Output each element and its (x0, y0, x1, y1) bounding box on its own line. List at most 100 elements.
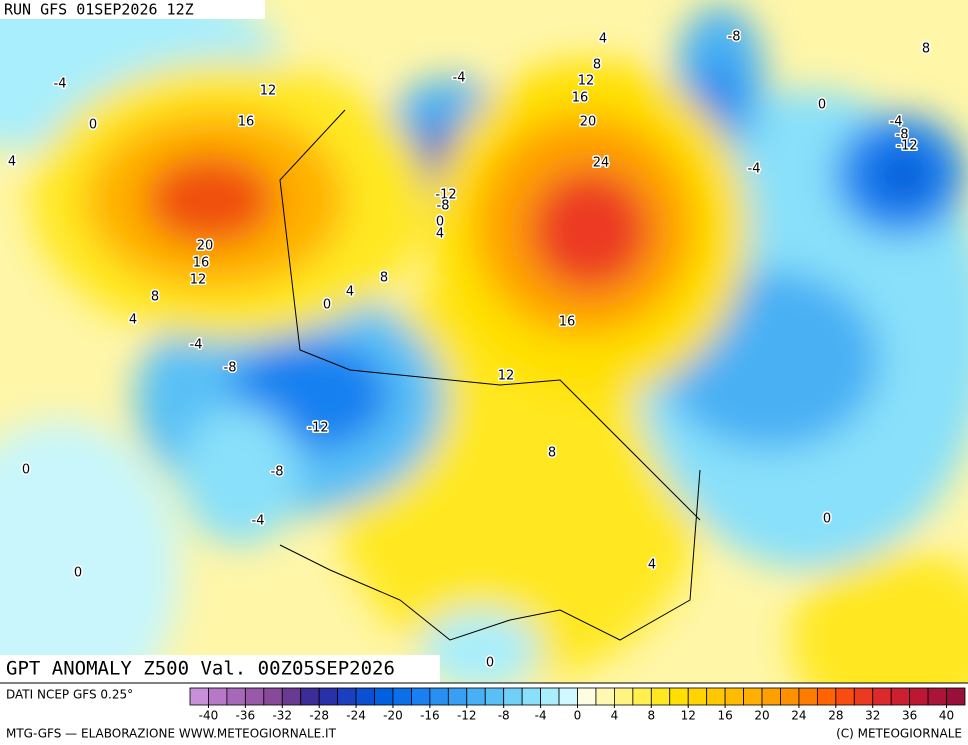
contour-label: -4 (190, 338, 203, 353)
tick-label: 32 (865, 709, 880, 723)
contour-label: 20 (580, 115, 597, 130)
contour-label: 20 (197, 239, 214, 254)
color-box (853, 687, 874, 706)
color-box (429, 687, 449, 706)
color-box (650, 687, 671, 706)
color-box (890, 687, 911, 706)
color-box (521, 687, 541, 706)
color-box (411, 687, 431, 706)
color-box (743, 687, 763, 706)
color-box (780, 687, 800, 706)
tick-label: -8 (498, 709, 510, 723)
color-box (484, 687, 505, 706)
contour-label: 0 (436, 215, 444, 230)
color-box (318, 687, 339, 706)
footer-right: (C) METEOGIORNALE (836, 727, 962, 741)
color-box (189, 687, 209, 706)
color-box (447, 687, 468, 706)
color-box (835, 687, 855, 706)
color-box (872, 687, 892, 706)
color-box (577, 687, 597, 706)
contour-label: 4 (648, 558, 656, 573)
contour-label: 0 (22, 463, 30, 478)
contour-label: 4 (8, 155, 16, 170)
tick-label: 4 (611, 709, 619, 723)
color-box (632, 687, 652, 706)
color-box (798, 687, 818, 706)
contour-label: 0 (486, 656, 494, 671)
contour-label: -4 (252, 514, 265, 529)
contour-label: -8 (437, 199, 450, 214)
contour-label: 0 (74, 566, 82, 581)
tick-label: -16 (420, 709, 440, 723)
footer-left: MTG-GFS — ELABORAZIONE WWW.METEOGIORNALE… (6, 727, 337, 741)
contour-label: -4 (890, 115, 903, 130)
color-box (208, 687, 228, 706)
contour-label: 12 (498, 369, 515, 384)
color-box (816, 687, 837, 706)
tick-label: -24 (346, 709, 366, 723)
contour-label: 8 (151, 290, 159, 305)
tick-label: -20 (383, 709, 403, 723)
color-box (927, 687, 947, 706)
contour-label: 8 (380, 271, 388, 286)
contour-label: 4 (599, 32, 607, 47)
contour-label: -12 (307, 421, 328, 436)
tick-label: -12 (457, 709, 477, 723)
color-box (706, 687, 726, 706)
tick-label: -4 (535, 709, 547, 723)
contour-label: -4 (54, 77, 67, 92)
contour-label: 8 (922, 42, 930, 57)
map: RUN GFS 01SEP2026 12Z GPT ANOMALY Z500 V… (0, 0, 968, 683)
color-box (263, 687, 283, 706)
tick-label: 36 (902, 709, 917, 723)
contour-label: 4 (346, 285, 354, 300)
color-box (355, 687, 375, 706)
color-box (300, 687, 320, 706)
color-box (281, 687, 302, 706)
color-box (503, 687, 523, 706)
color-box (337, 687, 357, 706)
contour-label: -8 (224, 361, 237, 376)
contour-label: -8 (271, 465, 284, 480)
contour-label: 8 (548, 446, 556, 461)
tick-label: 0 (574, 709, 582, 723)
colorbar: -40 -36 -32 -28 -24 -20 -16 -12 -8 -4 0 4 8 12 16 20 24 2… (189, 687, 966, 723)
color-box (946, 687, 966, 706)
tick-label: -36 (236, 709, 256, 723)
contour-label: 16 (238, 115, 255, 130)
color-box (761, 687, 781, 706)
color-box (614, 687, 634, 706)
contour-label: 0 (818, 98, 826, 113)
color-box (687, 687, 708, 706)
color-box (466, 687, 486, 706)
run-label: RUN GFS 01SEP2026 12Z (4, 1, 194, 19)
color-box (226, 687, 246, 706)
color-box (724, 687, 744, 706)
contour-label: 12 (260, 84, 277, 99)
contour-label: 12 (190, 273, 207, 288)
contour-label: -12 (896, 139, 917, 154)
tick-label: -40 (199, 709, 219, 723)
map-title: GPT ANOMALY Z500 Val. 00Z05SEP2026 (6, 658, 395, 680)
tick-label: 12 (681, 709, 696, 723)
contour-label: 0 (323, 298, 331, 313)
contour-label: -8 (728, 30, 741, 45)
contour-label: -12 (435, 188, 456, 203)
contour-label: 4 (129, 313, 137, 328)
tick-label: 24 (791, 709, 806, 723)
color-box (540, 687, 560, 706)
tick-label: 16 (717, 709, 732, 723)
color-box (558, 687, 578, 706)
tick-label: 28 (828, 709, 843, 723)
color-box (244, 687, 265, 706)
contour-label: -8 (896, 128, 909, 143)
source-label: DATI NCEP GFS 0.25° (6, 688, 133, 702)
color-box (669, 687, 689, 706)
tick-label: -32 (272, 709, 292, 723)
color-box (392, 687, 412, 706)
contour-label: 16 (559, 315, 576, 330)
contour-label: -4 (748, 162, 761, 177)
contour-label: 16 (572, 91, 589, 106)
